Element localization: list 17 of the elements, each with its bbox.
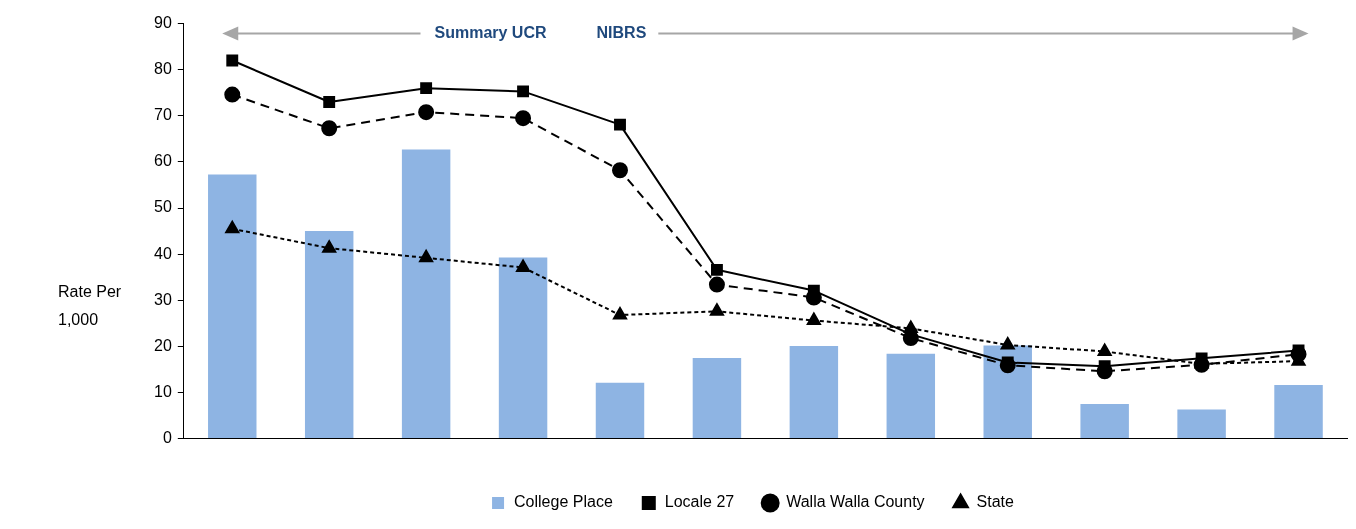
y-tick-label: 50: [154, 198, 172, 216]
y-tick-label: 40: [154, 244, 172, 262]
y-axis-title: Rate Per 1,000: [58, 282, 123, 330]
legend-label: Walla Walla County: [786, 493, 925, 511]
legend-label: State: [976, 493, 1015, 511]
y-tick-label: 60: [154, 152, 172, 170]
y-tick-label: 20: [154, 336, 172, 354]
y-tick-label: 70: [154, 106, 172, 124]
y-tick-label: 0: [162, 429, 172, 447]
y-tick-label: 80: [154, 60, 172, 78]
legend-label: College Place: [514, 493, 613, 511]
legend-label: Locale 27: [664, 493, 735, 511]
annotation: Summary UCR: [434, 24, 547, 42]
annotation: NIBRS: [596, 24, 647, 42]
y-tick-label: 30: [154, 290, 172, 308]
y-tick-label: 10: [154, 382, 172, 400]
y-tick-label: 90: [154, 14, 172, 32]
